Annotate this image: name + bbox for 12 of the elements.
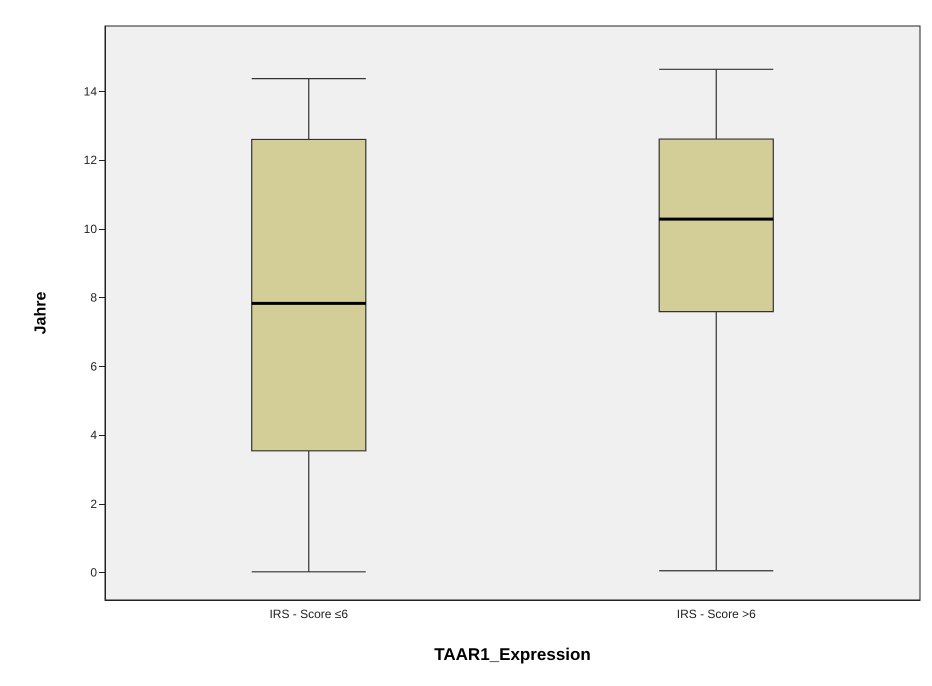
y-axis-title: Jahre — [32, 292, 50, 334]
y-tick-label: 12 — [84, 153, 98, 168]
x-tick-label: IRS - Score >6 — [676, 607, 756, 621]
y-tick-label: 0 — [90, 566, 98, 580]
y-tick-label: 4 — [90, 428, 98, 442]
y-tick-label: 8 — [90, 290, 98, 305]
y-tick-label: 10 — [84, 222, 98, 236]
x-axis-title: TAAR1_Expression — [434, 645, 591, 664]
x-tick-label: IRS - Score ≤6 — [269, 607, 348, 621]
y-tick-label: 2 — [90, 496, 98, 511]
y-tick-label: 6 — [90, 359, 98, 374]
y-tick-label: 14 — [84, 84, 98, 98]
